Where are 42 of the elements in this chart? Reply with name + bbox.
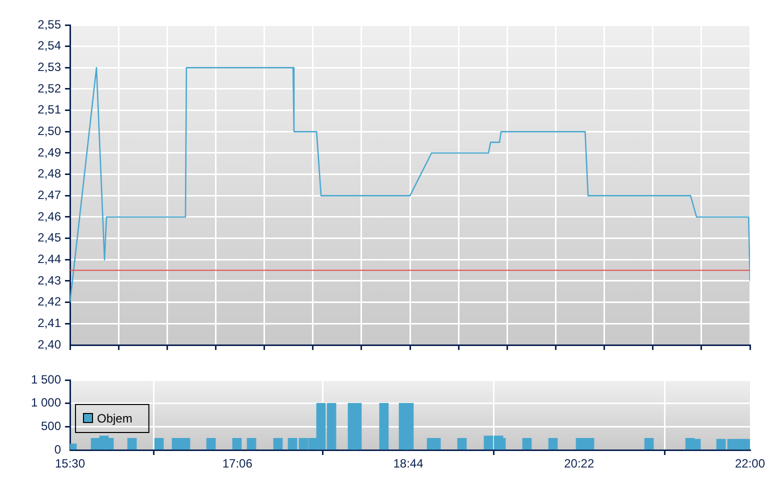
y-tick-label: 2,49 [38,145,62,160]
y-tick-label: 2,51 [38,102,62,117]
bar [431,438,441,450]
bar [154,438,164,450]
x-tick-label: 17:06 [222,456,253,471]
bar [127,438,137,450]
bar [644,438,654,450]
y-tick-label: 2,52 [38,81,62,96]
x-tick-label: 18:44 [393,456,424,471]
y-tick-label: 2,47 [38,188,62,202]
bar [548,438,558,450]
y-tick-label: 2,43 [38,273,62,288]
y-tick-label: 2,45 [38,230,62,245]
x-tick-label: 20:22 [564,456,594,471]
y-tick-label: 0 [54,442,62,456]
y-tick-label: 1 500 [30,372,62,386]
y-tick-label: 2,40 [38,337,62,352]
y-tick-label: 2,54 [38,38,62,53]
bar [232,438,242,450]
bar [716,438,726,450]
y-tick-label: 500 [40,418,62,433]
bar [379,403,389,450]
y-tick-label: 2,50 [38,124,62,138]
y-tick-label: 1 000 [30,396,62,410]
bar [457,438,467,450]
y-tick-label: 2,42 [38,294,62,309]
y-tick-label: 2,48 [38,166,62,181]
bar [496,438,506,450]
x-tick-label: 15:30 [54,456,86,471]
bar [522,438,532,450]
y-tick-label: 2,55 [38,17,62,32]
x-tick-label: 22:00 [734,456,766,471]
y-tick-label: 2,53 [38,60,62,74]
y-tick-label: 2,41 [38,316,62,330]
y-tick-label: 2,46 [38,209,62,224]
legend-label: Objem [97,411,132,426]
bar [246,438,256,450]
bar [352,403,362,450]
y-tick-label: 2,44 [38,252,62,266]
bar [273,438,283,450]
bar [206,438,216,450]
bar [288,438,298,450]
